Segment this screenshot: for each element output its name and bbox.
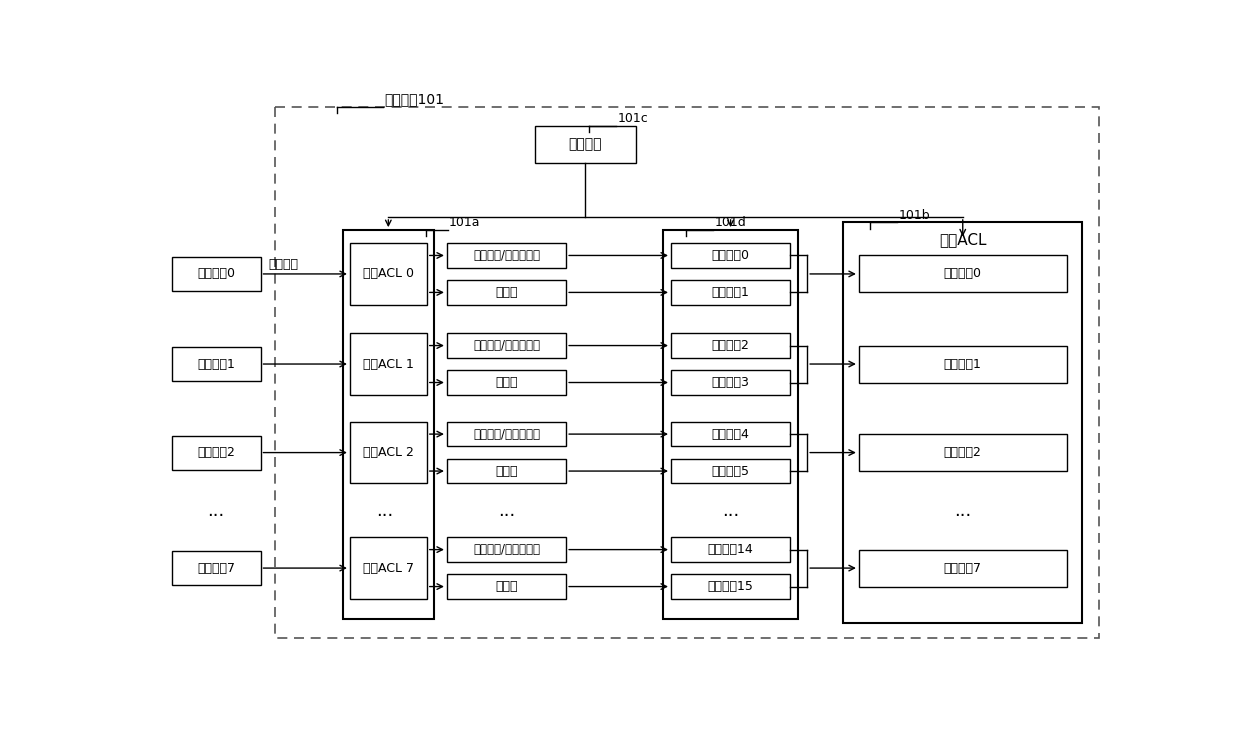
Bar [859,345,1066,383]
Bar [446,575,567,599]
Text: 硬件队列1: 硬件队列1 [712,286,749,299]
Text: 协议类型7: 协议类型7 [197,561,236,575]
Bar [446,243,567,268]
Text: 入口ACL 1: 入口ACL 1 [363,358,414,371]
Bar [343,230,434,619]
Text: 入口ACL 0: 入口ACL 0 [363,267,414,280]
Text: 白名单: 白名单 [495,286,518,299]
Bar [172,257,260,291]
Bar [671,333,790,358]
Text: 交换芯片101: 交换芯片101 [384,92,444,106]
Text: 入口ACL 7: 入口ACL 7 [363,561,414,575]
Bar [663,230,799,619]
Text: 协议报文: 协议报文 [269,258,299,272]
Bar [859,434,1066,471]
Text: 白名单: 白名单 [495,464,518,477]
Text: 灰名单和/或默认名单: 灰名单和/或默认名单 [472,428,541,441]
Bar [671,458,790,483]
Bar [671,243,790,268]
Text: 白名单: 白名单 [495,580,518,593]
Bar [172,551,260,585]
Bar [172,347,260,381]
Bar [536,126,635,163]
Text: 白名单: 白名单 [495,376,518,389]
Text: ...: ... [207,502,224,520]
Bar [446,422,567,447]
Text: 协议类型1: 协议类型1 [197,358,236,371]
Bar [671,422,790,447]
Bar [446,333,567,358]
Bar [859,550,1066,587]
Text: 出口ACL: 出口ACL [939,232,987,247]
Text: 硬件队列4: 硬件队列4 [712,428,749,441]
Bar [350,422,427,483]
Text: 协议类型2: 协议类型2 [944,446,982,459]
Bar [671,280,790,304]
Bar [172,436,260,469]
Text: 协议类型0: 协议类型0 [944,267,982,280]
Bar [671,537,790,562]
Text: 灰名单和/或默认名单: 灰名单和/或默认名单 [472,249,541,262]
Bar [275,107,1099,638]
Bar [446,280,567,304]
Bar [446,458,567,483]
Text: 硬件队列2: 硬件队列2 [712,339,749,352]
Text: 入口ACL 2: 入口ACL 2 [363,446,414,459]
Text: 101c: 101c [618,112,649,126]
Text: 协议类型2: 协议类型2 [197,446,236,459]
Bar [350,333,427,395]
Bar [446,537,567,562]
Text: 灰名单和/或默认名单: 灰名单和/或默认名单 [472,543,541,556]
Text: 101d: 101d [714,216,746,229]
Text: ...: ... [954,502,971,520]
Text: 协议类型1: 协议类型1 [944,358,982,371]
Bar [843,223,1083,623]
Text: ...: ... [377,502,394,520]
Text: 硬件队列14: 硬件队列14 [708,543,754,556]
Text: ...: ... [722,502,739,520]
Bar [350,537,427,599]
Text: ...: ... [498,502,515,520]
Text: 101b: 101b [899,209,930,222]
Bar [446,370,567,395]
Text: 硬件队列0: 硬件队列0 [712,249,750,262]
Text: 控制模块: 控制模块 [569,137,603,152]
Text: 硬件队列3: 硬件队列3 [712,376,749,389]
Bar [671,370,790,395]
Text: 硬件队列5: 硬件队列5 [712,464,750,477]
Text: 101a: 101a [449,216,481,229]
Text: 灰名单和/或默认名单: 灰名单和/或默认名单 [472,339,541,352]
Bar [671,575,790,599]
Text: 协议类型7: 协议类型7 [944,561,982,575]
Text: 硬件队列15: 硬件队列15 [708,580,754,593]
Bar [350,243,427,304]
Bar [859,255,1066,293]
Text: 协议类型0: 协议类型0 [197,267,236,280]
